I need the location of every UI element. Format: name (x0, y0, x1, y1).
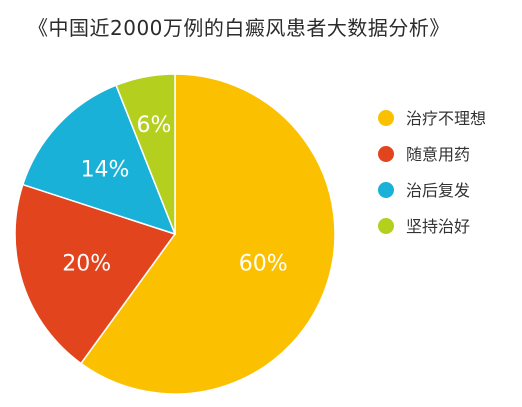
pie-slices (14, 73, 336, 395)
legend-marker (378, 146, 394, 162)
slice-data-label: 20% (62, 252, 111, 277)
slice-data-label: 60% (239, 252, 288, 277)
pie-slice (79, 73, 336, 395)
slice-data-label: 6% (137, 113, 172, 138)
legend-marker (378, 182, 394, 198)
chart-title: 《中国近2000万例的白癜风患者大数据分析》 (28, 16, 450, 40)
slice-data-label: 14% (81, 157, 130, 182)
legend-label: 随意用药 (406, 145, 470, 164)
pie-labels: 60% 20% 14% 6% (62, 113, 287, 277)
legend-marker (378, 218, 394, 234)
legend-label: 坚持治好 (406, 217, 470, 236)
legend-marker (378, 110, 394, 126)
pie-slice (21, 84, 177, 236)
pie-slice (14, 183, 177, 365)
legend-label: 治后复发 (406, 181, 470, 200)
pie-slice (115, 73, 176, 235)
legend-label: 治疗不理想 (406, 109, 486, 128)
